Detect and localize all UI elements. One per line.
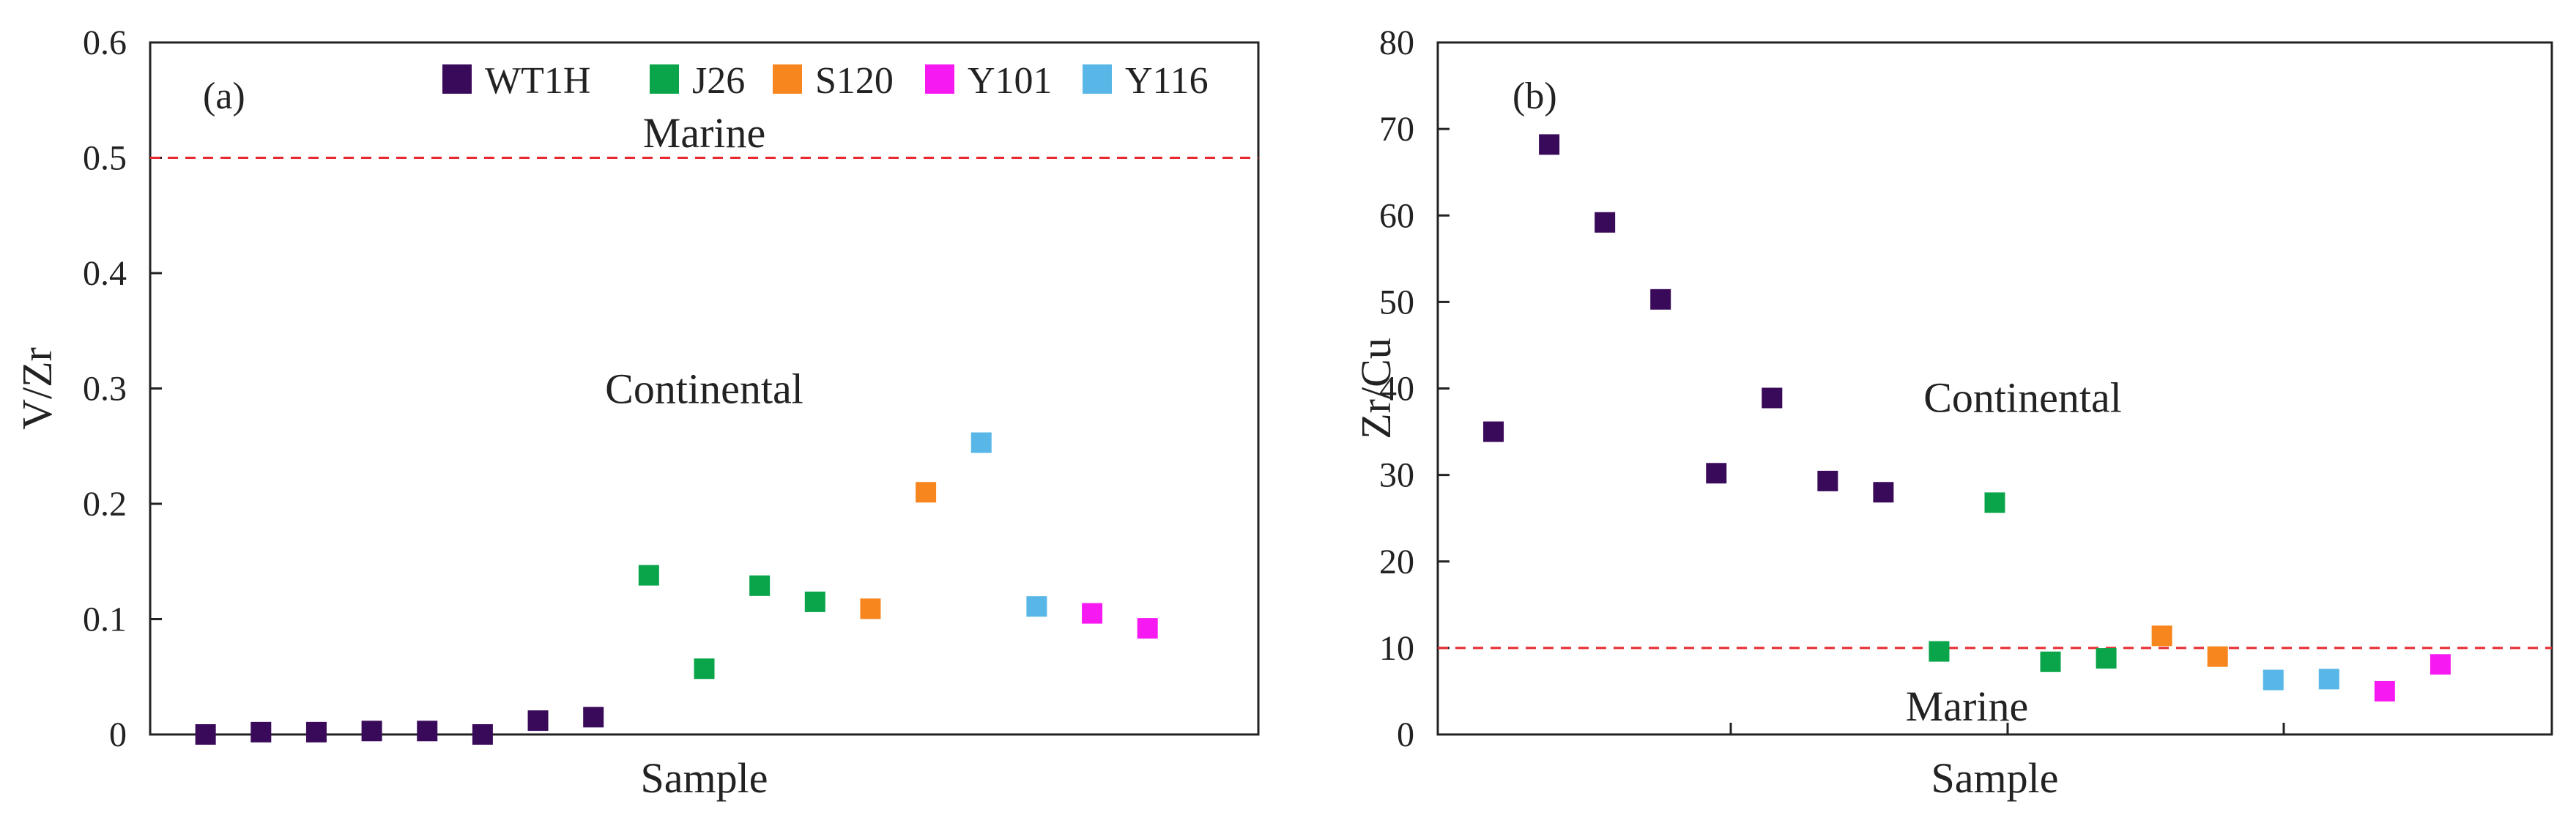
data-point (1873, 482, 1894, 503)
data-point (1929, 641, 1950, 662)
legend-item-wt1h: WT1H (442, 60, 590, 102)
region-label-marine: Marine (1906, 682, 2029, 730)
series-j26 (638, 565, 825, 680)
data-point (361, 721, 382, 742)
data-point (1817, 470, 1838, 491)
series-y116 (2263, 669, 2339, 691)
legend-label: Y116 (1125, 60, 1209, 102)
legend-marker (773, 64, 802, 94)
y-tick-label: 0.3 (83, 370, 127, 409)
data-point (804, 591, 825, 612)
data-point (638, 565, 659, 586)
data-point (1762, 387, 1783, 409)
data-point (2263, 669, 2284, 691)
legend-label: WT1H (485, 60, 590, 102)
data-point (749, 575, 771, 596)
y-axis-title: V/Zr (13, 347, 61, 430)
y-tick-label: 20 (1379, 543, 1414, 581)
legend-marker (1083, 64, 1112, 94)
y-tick-label: 30 (1379, 456, 1414, 495)
y-tick-label: 0.4 (83, 254, 127, 293)
y-tick-label: 80 (1379, 23, 1414, 62)
y-tick-label: 0.5 (83, 139, 127, 178)
legend-marker (650, 64, 679, 94)
data-point (250, 721, 272, 743)
data-point (417, 721, 438, 742)
region-label-continental: Continental (1923, 373, 2122, 421)
data-point (1539, 134, 1560, 155)
legend-marker (442, 64, 472, 94)
x-axis-title: Sample (1931, 754, 2059, 802)
series-wt1h (195, 707, 604, 745)
data-point (916, 482, 937, 503)
data-point (1984, 492, 2005, 513)
data-point (1706, 463, 1727, 484)
chart-panel-a: 0 0.1 0.2 0.3 0.4 0.5 0.6 Sample V/Zr (a) Marine Co… (13, 23, 1260, 802)
data-point (527, 710, 549, 732)
y-tick-label: 70 (1379, 110, 1414, 149)
y-tick-label: 0 (1397, 715, 1414, 754)
data-point (2207, 646, 2228, 667)
data-point (2040, 651, 2061, 672)
data-point (1650, 289, 1671, 310)
legend-label: Y101 (968, 60, 1053, 102)
y-tick-label: 0.2 (83, 485, 127, 524)
data-point (195, 724, 216, 745)
x-axis-title: Sample (641, 754, 768, 802)
y-tick-label: 0 (109, 715, 127, 754)
chart-panel-b: 0 10 20 30 40 50 60 70 80 Sample Zr/Cu (b) Continent… (1352, 23, 2553, 802)
series-y101 (1082, 603, 1158, 639)
data-point (970, 432, 992, 453)
data-point (860, 598, 881, 619)
data-point (1595, 212, 1616, 233)
data-point (2430, 654, 2451, 675)
data-point (1483, 421, 1504, 442)
data-point (2151, 625, 2172, 647)
series-y101 (2374, 654, 2451, 702)
y-tick-label: 0.1 (83, 600, 127, 639)
legend-label: S120 (815, 60, 894, 102)
data-point (472, 724, 493, 745)
y-tick-label: 60 (1379, 196, 1414, 235)
y-tick-label: 40 (1379, 370, 1414, 409)
series-j26 (1929, 492, 2117, 672)
legend-item-y116: Y116 (1083, 60, 1209, 102)
region-label-marine: Marine (643, 109, 766, 157)
data-point (1026, 596, 1047, 617)
y-tick-label: 50 (1379, 283, 1414, 321)
y-tick-label: 10 (1379, 629, 1414, 668)
legend-marker (925, 64, 954, 94)
series-s120 (2151, 625, 2228, 667)
legend: WT1H J26 S120 Y101 Y116 (442, 60, 1209, 102)
series-wt1h (1483, 134, 1894, 503)
panel-label: (b) (1512, 75, 1557, 117)
data-point (694, 658, 715, 680)
data-point (1137, 618, 1158, 639)
y-axis-title: Zr/Cu (1352, 338, 1400, 439)
data-point (305, 721, 327, 743)
data-point (1082, 603, 1103, 624)
data-point (2374, 680, 2395, 702)
data-point (2318, 669, 2339, 690)
legend-item-y101: Y101 (925, 60, 1053, 102)
legend-item-j26: J26 (650, 60, 745, 102)
data-point (583, 707, 604, 728)
y-tick-label: 0.6 (83, 23, 127, 62)
series-y116 (970, 432, 1047, 617)
series-s120 (860, 482, 937, 619)
data-point (2096, 648, 2117, 669)
region-label-continental: Continental (605, 365, 803, 413)
panel-label: (a) (203, 75, 245, 117)
legend-item-s120: S120 (773, 60, 894, 102)
legend-label: J26 (692, 60, 745, 102)
